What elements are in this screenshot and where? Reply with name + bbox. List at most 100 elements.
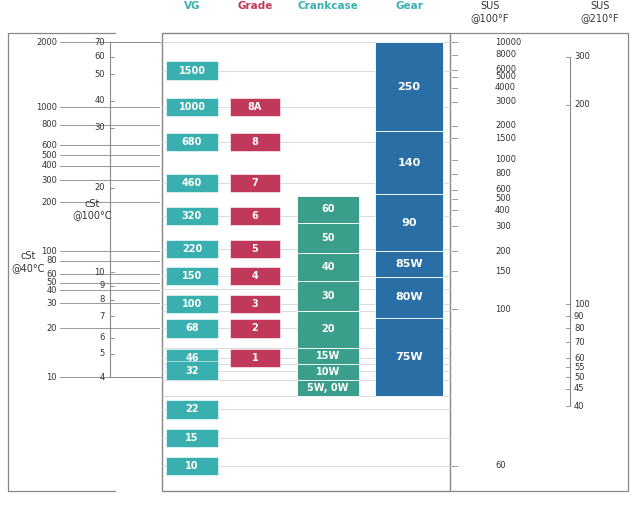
Bar <box>297 253 359 281</box>
Text: 8000: 8000 <box>495 51 516 59</box>
Bar <box>297 364 359 380</box>
Text: 300: 300 <box>41 176 57 185</box>
Bar <box>166 240 218 258</box>
Bar <box>230 267 280 285</box>
Text: 45: 45 <box>574 384 584 393</box>
Text: 10: 10 <box>47 373 57 382</box>
Bar <box>297 195 359 223</box>
Text: 7: 7 <box>100 312 105 320</box>
Text: 60: 60 <box>94 52 105 61</box>
Bar <box>375 194 443 252</box>
Bar <box>375 277 443 318</box>
Text: ISO
VG: ISO VG <box>182 0 202 11</box>
Text: 15W: 15W <box>316 351 340 361</box>
Text: 150: 150 <box>495 267 511 276</box>
Text: 200: 200 <box>574 101 589 109</box>
Text: 68: 68 <box>185 324 199 333</box>
Text: 4: 4 <box>100 373 105 382</box>
Text: 600: 600 <box>495 185 511 194</box>
Text: 800: 800 <box>41 120 57 129</box>
Text: 80W: 80W <box>395 292 423 302</box>
Bar <box>297 281 359 311</box>
Bar <box>375 318 443 396</box>
Text: 100: 100 <box>41 247 57 256</box>
Text: 10: 10 <box>95 268 105 277</box>
Bar <box>166 295 218 313</box>
Text: 2000: 2000 <box>495 121 516 130</box>
Text: 400: 400 <box>41 162 57 170</box>
Text: 8A: 8A <box>248 102 262 112</box>
Text: 680: 680 <box>182 137 202 147</box>
Text: 500: 500 <box>495 194 511 203</box>
Bar <box>162 33 450 491</box>
Text: 40: 40 <box>574 402 584 411</box>
Text: 4: 4 <box>252 271 259 281</box>
Bar <box>166 429 218 448</box>
Bar <box>166 400 218 419</box>
Text: SUS
@210°F: SUS @210°F <box>580 2 620 23</box>
Text: 60: 60 <box>321 204 335 214</box>
Text: 70: 70 <box>574 338 584 346</box>
Text: 90: 90 <box>574 312 584 320</box>
Text: 1500: 1500 <box>495 134 516 143</box>
Text: 40: 40 <box>47 286 57 295</box>
Text: 50: 50 <box>95 70 105 79</box>
Text: 8: 8 <box>100 295 105 304</box>
Text: cSt
@40°C: cSt @40°C <box>12 251 45 273</box>
Bar <box>230 240 280 258</box>
Text: 6: 6 <box>252 211 259 221</box>
Bar <box>230 98 280 116</box>
Bar <box>297 311 359 348</box>
Text: 10: 10 <box>185 461 199 471</box>
Text: 1500: 1500 <box>179 66 205 76</box>
Text: 30: 30 <box>321 291 335 301</box>
Text: 220: 220 <box>182 244 202 254</box>
Text: 40: 40 <box>95 96 105 105</box>
Bar <box>375 131 443 194</box>
Text: 20: 20 <box>321 325 335 334</box>
Text: 50: 50 <box>47 278 57 287</box>
Text: 90: 90 <box>401 218 417 228</box>
Text: 6: 6 <box>100 333 105 342</box>
Text: 460: 460 <box>182 178 202 188</box>
Bar <box>166 319 218 338</box>
Bar <box>166 98 218 116</box>
Bar <box>230 174 280 192</box>
Text: 600: 600 <box>41 141 57 150</box>
Text: 46: 46 <box>185 353 199 363</box>
Bar <box>297 348 359 364</box>
Text: 80: 80 <box>46 256 57 265</box>
Bar <box>166 61 218 80</box>
Text: 3: 3 <box>252 299 259 309</box>
Text: 5000: 5000 <box>495 72 516 81</box>
Text: 2: 2 <box>252 324 259 333</box>
Text: 5: 5 <box>252 244 259 254</box>
Text: 80: 80 <box>574 324 584 333</box>
Text: 55: 55 <box>574 363 584 372</box>
Text: 300: 300 <box>495 222 511 231</box>
Text: 10000: 10000 <box>495 38 521 47</box>
Text: 60: 60 <box>574 354 584 363</box>
Text: 150: 150 <box>182 271 202 281</box>
Text: 320: 320 <box>182 211 202 221</box>
Bar <box>166 174 218 192</box>
Text: 22: 22 <box>185 404 199 415</box>
Text: 800: 800 <box>495 169 511 178</box>
Text: 100: 100 <box>495 305 511 314</box>
Text: 15: 15 <box>185 433 199 443</box>
Text: 3000: 3000 <box>495 97 516 106</box>
Text: 50: 50 <box>321 233 335 243</box>
Bar <box>297 223 359 253</box>
Text: 9: 9 <box>100 281 105 290</box>
Text: 200: 200 <box>41 198 57 207</box>
Text: Kinematic
Viscosities: Kinematic Viscosities <box>22 0 92 1</box>
Text: 40: 40 <box>321 262 335 272</box>
Text: 30: 30 <box>46 299 57 308</box>
Text: 6000: 6000 <box>495 65 516 74</box>
Text: 30: 30 <box>94 123 105 132</box>
Text: SAE
Crankcase: SAE Crankcase <box>298 0 358 11</box>
Text: 32: 32 <box>185 366 199 376</box>
Text: 70: 70 <box>94 38 105 47</box>
Text: 10W: 10W <box>316 367 340 377</box>
Bar <box>166 456 218 475</box>
